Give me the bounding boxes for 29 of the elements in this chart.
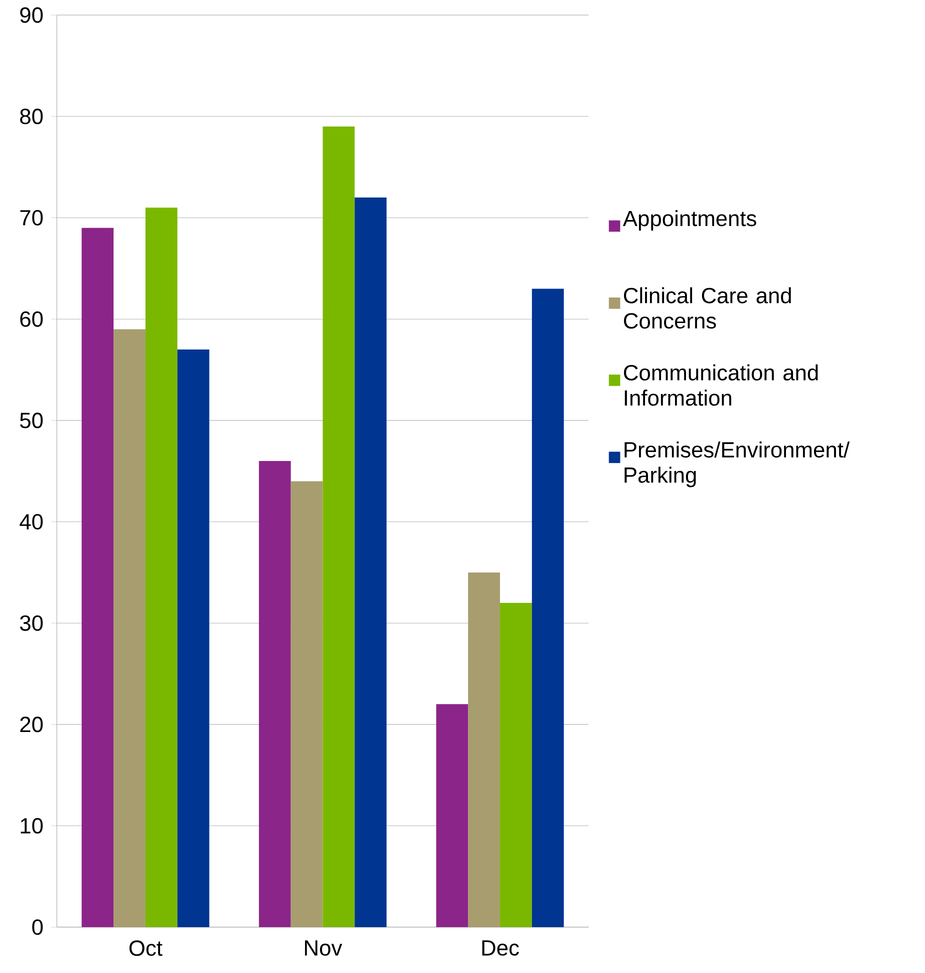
y-tick-label: 0 — [32, 919, 43, 935]
bar — [145, 208, 178, 928]
legend-label: Premises/Environment/ Parking — [624, 441, 850, 488]
legend-label: Communication and Information — [624, 364, 818, 406]
bar — [354, 197, 386, 928]
y-tick-label: 40 — [20, 514, 43, 530]
legend-label: Appointments — [622, 210, 756, 231]
bar — [81, 228, 114, 928]
bar — [436, 704, 468, 928]
bar — [290, 481, 323, 928]
x-tick-label: Oct — [129, 940, 162, 956]
y-tick-label: 90 — [20, 7, 43, 23]
bar — [532, 288, 564, 928]
y-tick-label: 20 — [20, 716, 43, 732]
y-tick-label: 10 — [20, 818, 43, 834]
bar — [468, 572, 500, 928]
bar — [322, 126, 354, 928]
x-tick-label: Nov — [304, 940, 342, 956]
bar — [258, 460, 291, 928]
y-tick-label: 60 — [20, 311, 43, 327]
bar — [177, 349, 210, 928]
x-tick-label: Dec — [482, 940, 519, 956]
bar — [500, 602, 532, 928]
y-tick-label: 30 — [20, 615, 43, 631]
y-tick-label: 70 — [20, 210, 43, 226]
legend-label: Clinical Care and Concerns — [624, 287, 791, 329]
bar — [113, 329, 146, 928]
y-tick-label: 80 — [20, 108, 43, 124]
y-tick-label: 50 — [20, 412, 43, 428]
